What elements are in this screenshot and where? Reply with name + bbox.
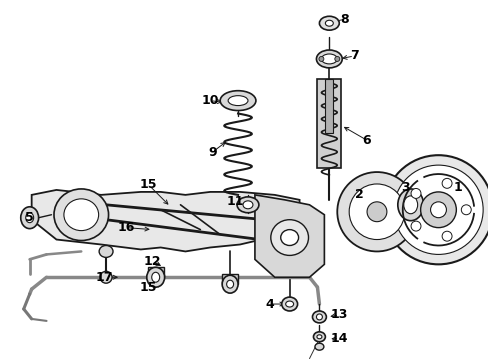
- Ellipse shape: [335, 57, 340, 62]
- Circle shape: [349, 184, 405, 239]
- Polygon shape: [255, 195, 324, 277]
- Ellipse shape: [314, 332, 325, 342]
- Text: 17: 17: [96, 271, 113, 284]
- Ellipse shape: [220, 91, 256, 111]
- Text: 9: 9: [208, 146, 217, 159]
- Text: 14: 14: [331, 332, 348, 345]
- Ellipse shape: [282, 297, 297, 311]
- Circle shape: [461, 205, 471, 215]
- Ellipse shape: [243, 201, 253, 209]
- Ellipse shape: [398, 189, 424, 221]
- Ellipse shape: [315, 343, 324, 350]
- Ellipse shape: [319, 57, 324, 62]
- Text: 2: 2: [355, 188, 364, 201]
- Ellipse shape: [321, 54, 337, 64]
- Text: 3: 3: [401, 181, 410, 194]
- Ellipse shape: [64, 199, 98, 231]
- Ellipse shape: [100, 271, 112, 283]
- Circle shape: [411, 221, 421, 231]
- Ellipse shape: [25, 213, 34, 223]
- Ellipse shape: [286, 301, 294, 307]
- Text: 13: 13: [331, 309, 348, 321]
- Circle shape: [367, 202, 387, 222]
- Ellipse shape: [147, 267, 165, 287]
- Ellipse shape: [152, 272, 160, 282]
- Bar: [148, 267, 164, 277]
- Circle shape: [442, 179, 452, 188]
- Text: 11: 11: [226, 195, 244, 208]
- Ellipse shape: [227, 280, 234, 288]
- Circle shape: [384, 155, 490, 264]
- Circle shape: [431, 202, 446, 218]
- Circle shape: [420, 192, 456, 228]
- Ellipse shape: [317, 335, 322, 339]
- Text: 10: 10: [201, 94, 219, 107]
- Text: 16: 16: [117, 221, 135, 234]
- Bar: [318, 79, 341, 168]
- Text: 5: 5: [25, 211, 34, 224]
- Ellipse shape: [317, 50, 342, 68]
- Text: 1: 1: [454, 181, 463, 194]
- Polygon shape: [32, 190, 299, 251]
- Circle shape: [442, 231, 452, 241]
- Circle shape: [337, 172, 416, 251]
- Text: 6: 6: [363, 134, 371, 147]
- Text: 15: 15: [140, 281, 157, 294]
- Ellipse shape: [325, 20, 333, 26]
- Ellipse shape: [99, 246, 113, 257]
- Ellipse shape: [404, 196, 417, 214]
- Ellipse shape: [313, 311, 326, 323]
- Text: 4: 4: [266, 297, 274, 311]
- Ellipse shape: [271, 220, 309, 255]
- Bar: [325, 79, 333, 133]
- Text: 7: 7: [350, 49, 359, 63]
- Ellipse shape: [54, 189, 109, 240]
- Ellipse shape: [319, 16, 339, 30]
- Circle shape: [411, 189, 421, 198]
- Text: 15: 15: [140, 179, 157, 192]
- Circle shape: [394, 165, 483, 255]
- Bar: [222, 274, 238, 284]
- Ellipse shape: [222, 275, 238, 293]
- Text: 8: 8: [340, 13, 348, 26]
- Ellipse shape: [237, 197, 259, 213]
- Ellipse shape: [317, 314, 322, 320]
- Ellipse shape: [228, 96, 248, 105]
- Text: 12: 12: [144, 255, 162, 268]
- Ellipse shape: [281, 230, 298, 246]
- Ellipse shape: [21, 207, 39, 229]
